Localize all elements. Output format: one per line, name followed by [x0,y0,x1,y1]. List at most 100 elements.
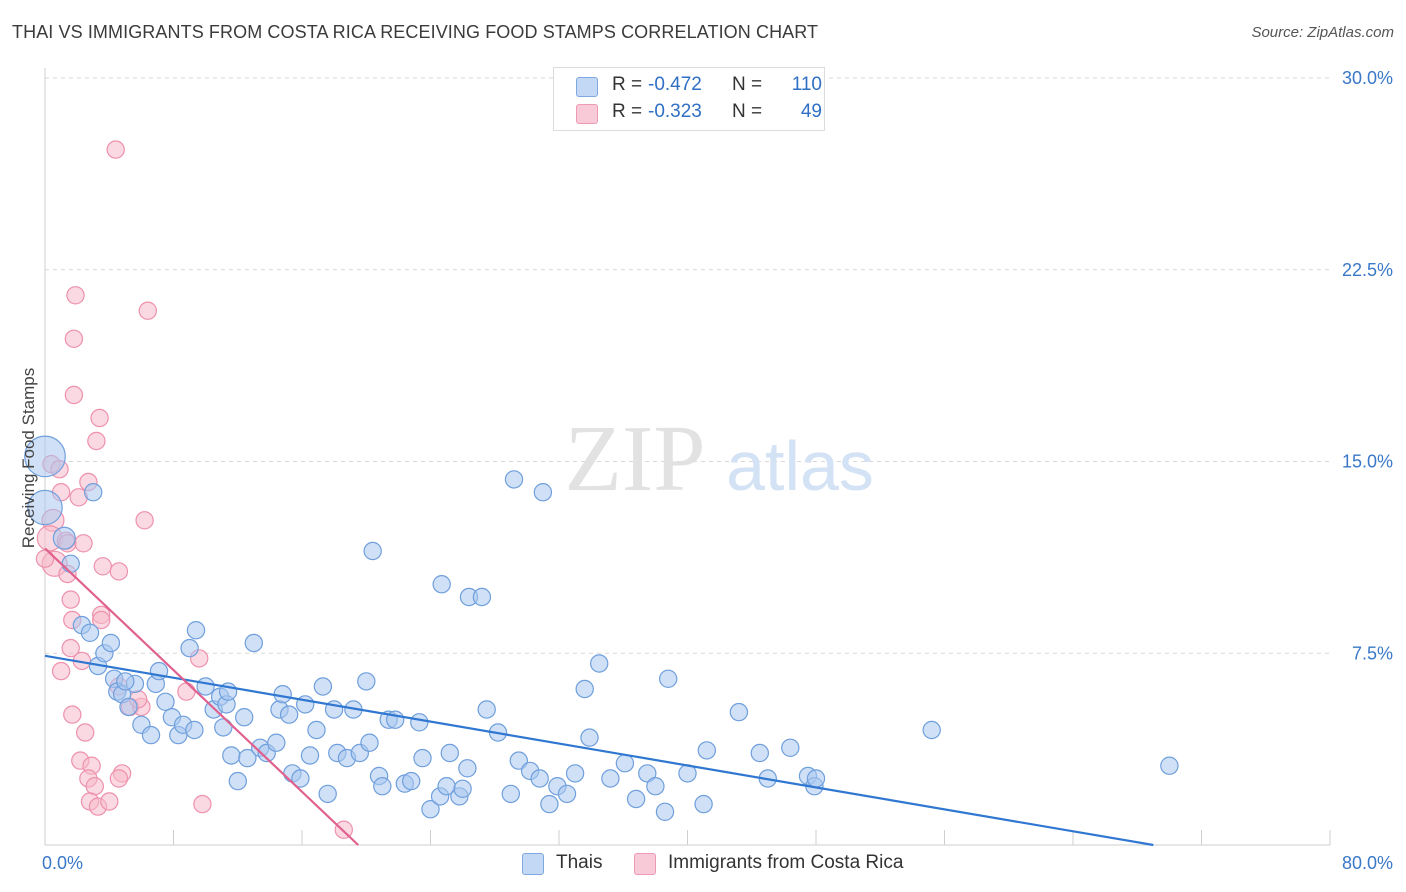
costa-rica-point-26 [61,638,80,658]
costa-rica-point-29 [51,661,71,681]
thai-point-4 [83,483,103,502]
y-tick-label-0: 7.5% [1352,643,1393,663]
x-tick-label-1: 80.0% [1342,853,1393,873]
thai-point-87 [655,802,675,822]
thai-point-59 [410,713,429,732]
y-axis-label: Receiving Food Stamps [19,368,38,548]
legend-swatch-thais [522,853,544,875]
legend-swatch-costa-rica [576,104,598,124]
thai-point-22 [186,621,206,640]
grid-lines [45,77,1330,654]
stats-legend: R = -0.472 N = 110 R = -0.323 N = 49 [553,67,825,131]
thai-point-54 [373,777,392,796]
thai-point-14 [119,697,138,717]
thai-point-80 [590,654,609,673]
costa-rica-point-44 [193,794,212,814]
thai-point-105 [363,541,382,561]
watermark: ZIP atlas [565,407,874,511]
costa-rica-point-33 [63,705,82,724]
thai-point-82 [615,754,635,773]
thai-point-61 [421,800,440,819]
legend-swatch-costa-rica [634,853,656,875]
thai-point-104 [472,587,492,607]
costa-rica-point-21 [109,562,129,581]
costa-rica-point-2 [138,301,157,320]
x-tick-label-0: 0.0% [42,853,83,873]
watermark-atlas: atlas [726,427,874,505]
thai-point-106 [504,470,524,489]
legend-n-label: N = [732,101,763,122]
thai-point-60 [413,748,432,768]
thai-point-65 [440,743,459,763]
thai-point-16 [141,725,161,745]
thai-point-109 [116,672,135,691]
costa-rica-point-48 [35,549,55,568]
legend-swatch-thais [576,77,598,97]
thai-point-68 [477,700,496,719]
thai-point-110 [185,720,204,740]
thai-point-32 [228,771,247,791]
thai-point-53 [357,672,376,691]
legend-n-value: 49 [800,101,822,122]
thai-point-86 [659,669,678,689]
thai-point-73 [530,769,549,788]
series-legend: Thais Immigrants from Costa Rica [0,852,1406,878]
costa-rica-points [35,140,353,839]
costa-rica-point-17 [74,534,93,553]
thai-point-51 [360,733,379,752]
costa-rica-point-12 [135,511,154,530]
costa-rica-point-5 [90,408,109,428]
thai-point-85 [646,777,665,796]
thai-point-67 [458,759,477,778]
thai-point-6 [80,623,100,643]
tick-labels: 7.5% 15.0% 22.5% 30.0% 0.0% 80.0% [42,68,1393,873]
legend-r-value: -0.323 [648,101,702,122]
thai-point-79 [575,679,594,699]
legend-n-value: 110 [791,74,822,95]
legend-label-thais: Thais [556,852,603,873]
y-tick-label-1: 15.0% [1342,452,1393,472]
thai-point-38 [279,705,299,724]
legend-r-label: R = [612,74,643,95]
costa-rica-point-22 [61,590,80,609]
thai-point-77 [565,764,585,783]
thai-point-83 [626,789,646,809]
source-label: Source: ZipAtlas.com [1251,24,1394,41]
trendline-costa-rica [44,547,359,846]
costa-rica-point-25 [91,610,111,630]
y-tick-label-3: 30.0% [1342,68,1393,88]
thai-point-107 [533,483,553,502]
costa-rica-point-34 [75,723,95,742]
thai-point-3 [61,554,80,574]
thai-point-76 [557,784,577,804]
thai-point-44 [313,677,333,696]
thai-point-90 [694,794,713,814]
thai-point-78 [580,728,599,747]
legend-label-costa-rica: Immigrants from Costa Rica [668,852,904,873]
thai-point-36 [267,733,286,752]
thai-point-33 [244,633,263,653]
thai-point-89 [697,741,717,760]
thai-point-24 [196,677,215,696]
trendlines [44,547,1154,847]
costa-rica-point-1 [66,286,85,305]
thai-point-18 [156,692,175,712]
costa-rica-point-47 [177,682,196,701]
y-tick-label-2: 22.5% [1342,260,1393,280]
watermark-zip: ZIP [565,407,706,511]
thai-point-28 [214,718,233,737]
costa-rica-point-40 [109,769,129,788]
thai-point-74 [540,794,559,814]
costa-rica-point-20 [93,557,113,576]
costa-rica-point-0 [106,140,125,159]
thai-point-58 [402,771,421,791]
legend-r-label: R = [612,101,643,122]
costa-rica-point-38 [85,777,105,796]
thai-point-99 [1160,756,1179,775]
thai-point-31 [238,748,257,768]
thai-point-29 [222,746,241,765]
thai-point-102 [432,575,451,594]
thai-point-42 [300,746,320,765]
thai-point-94 [781,738,800,758]
